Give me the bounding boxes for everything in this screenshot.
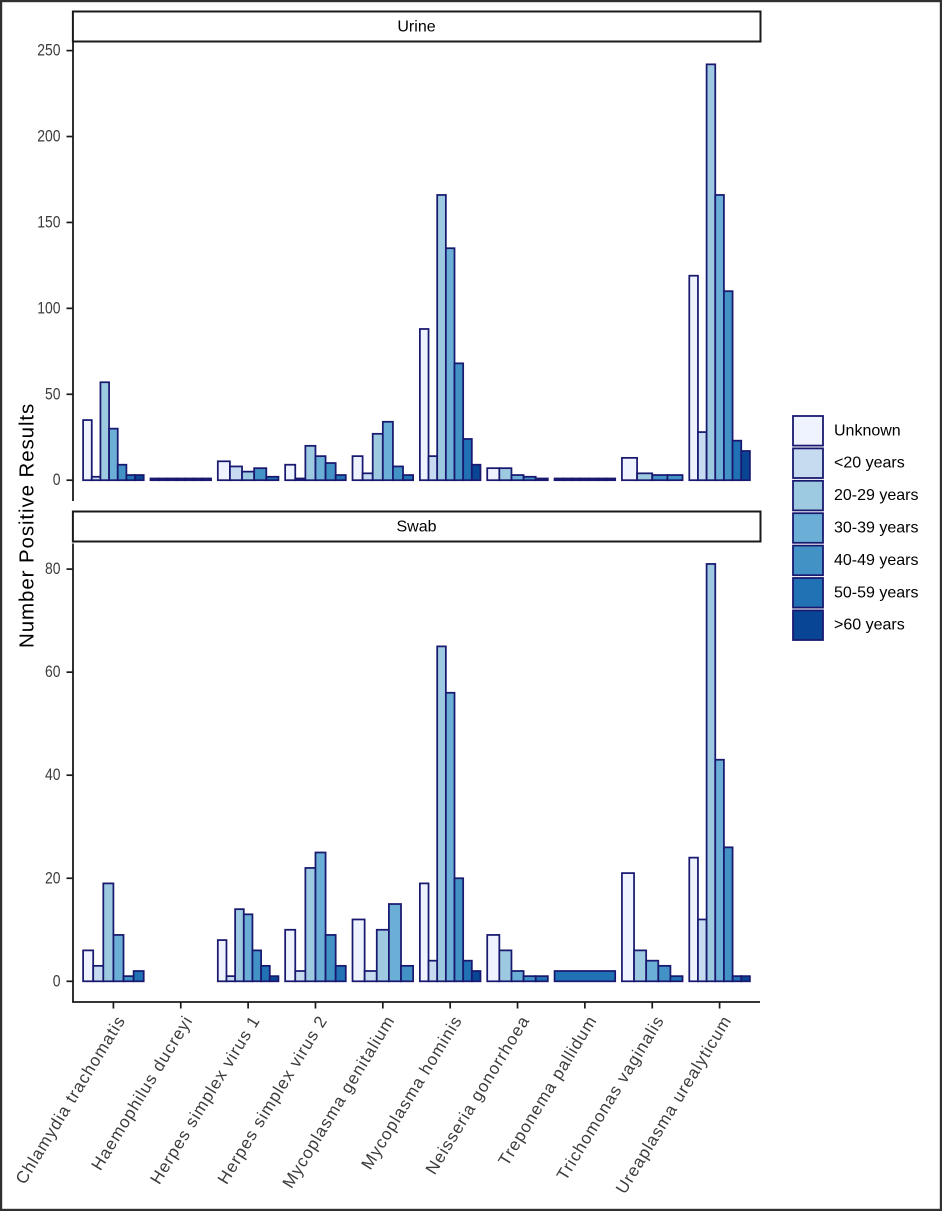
svg-text:0: 0 xyxy=(53,471,61,489)
svg-text:40-49 years: 40-49 years xyxy=(834,552,919,569)
svg-text:200: 200 xyxy=(37,128,60,146)
svg-text:60: 60 xyxy=(45,663,61,681)
svg-text:40: 40 xyxy=(45,766,61,784)
svg-text:Urine: Urine xyxy=(397,19,435,36)
svg-text:80: 80 xyxy=(45,560,61,578)
svg-text:30-39 years: 30-39 years xyxy=(834,520,919,537)
svg-text:100: 100 xyxy=(37,299,60,317)
svg-text:>60 years: >60 years xyxy=(834,617,905,634)
svg-text:Swab: Swab xyxy=(396,519,436,536)
svg-text:<20 years: <20 years xyxy=(834,455,905,472)
svg-text:250: 250 xyxy=(37,42,60,60)
svg-text:50-59 years: 50-59 years xyxy=(834,584,919,601)
svg-text:20-29 years: 20-29 years xyxy=(834,487,919,504)
svg-text:Unknown: Unknown xyxy=(834,422,901,439)
svg-text:0: 0 xyxy=(53,972,61,990)
svg-text:50: 50 xyxy=(45,385,61,403)
svg-text:20: 20 xyxy=(45,869,61,887)
svg-text:150: 150 xyxy=(37,213,60,231)
svg-text:Number Positive Results: Number Positive Results xyxy=(15,403,38,648)
